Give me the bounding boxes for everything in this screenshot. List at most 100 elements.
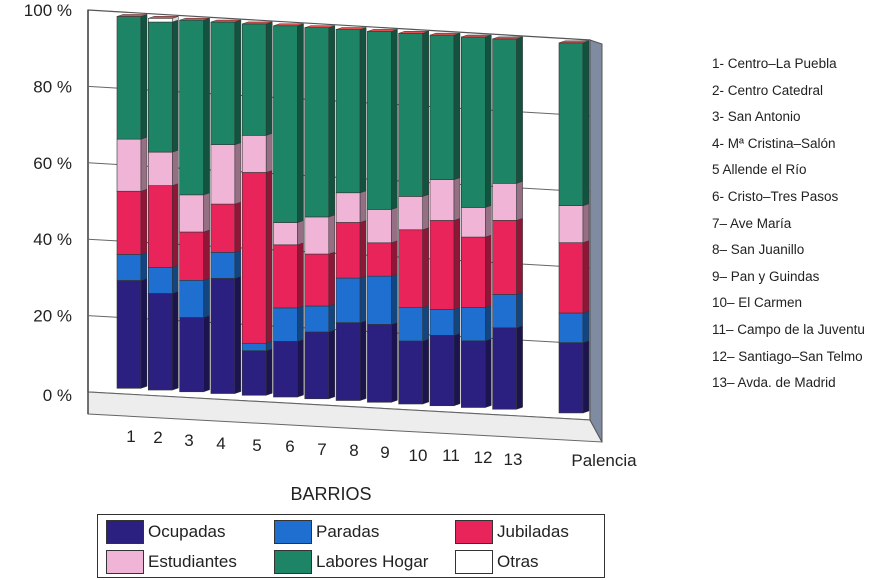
bar-top-cap <box>273 23 304 27</box>
bar-segment-side <box>391 29 398 210</box>
x-tick-label: Palencia <box>571 451 637 470</box>
y-axis-ticks: 0 % 20 % 40 % 60 % 80 % 100 % <box>24 1 72 405</box>
bar-segment-side <box>582 240 590 314</box>
bar-segment <box>429 220 455 310</box>
bar-segment-side <box>391 207 398 244</box>
bar-segment <box>492 220 517 295</box>
bar-segment <box>116 280 142 389</box>
bar-top-cap <box>492 36 523 40</box>
bar-segment-side <box>582 310 590 343</box>
bar-segment <box>367 242 392 277</box>
bar-group-2 <box>148 15 179 391</box>
legend-item: Paradas <box>274 519 379 545</box>
bar-group-12 <box>460 34 492 408</box>
bar-segment <box>558 205 584 244</box>
bar-segment <box>148 293 173 391</box>
bar-segment <box>241 23 267 136</box>
bar-segment-side <box>453 307 461 336</box>
bar-segment-side <box>391 273 398 325</box>
bar-segment <box>335 322 361 401</box>
bar-segment <box>241 350 267 396</box>
bar-top-cap <box>304 25 335 28</box>
bar-segment-side <box>297 220 304 246</box>
bar-segment-side <box>328 303 336 333</box>
bar-segment <box>335 192 361 223</box>
bar-segment-side <box>582 203 590 244</box>
bar-segment-side <box>485 34 492 208</box>
bar-segment <box>367 275 392 325</box>
bar-segment-side <box>422 194 429 231</box>
barrio-key-item: 1- Centro–La Puebla <box>712 56 837 71</box>
bar-group-5 <box>241 21 273 396</box>
bar-segment-side <box>453 218 461 310</box>
bar-segment <box>398 32 424 197</box>
bar-segment <box>398 307 424 342</box>
chart-right-wall <box>589 39 603 443</box>
x-tick-label: 5 <box>252 436 261 455</box>
x-tick-label: 1 <box>126 427 135 446</box>
bar-segment <box>210 252 236 279</box>
bar-group-7 <box>304 25 336 400</box>
bar-segment <box>210 21 236 145</box>
x-axis-ticks: 1 2 3 4 5 6 7 8 9 10 11 12 13 Palencia <box>126 427 637 470</box>
bar-top-cap <box>461 34 492 38</box>
bar-segment-side <box>422 338 429 405</box>
bar-segment-side <box>453 332 461 407</box>
bar-segment <box>116 254 142 281</box>
bar-segment <box>116 138 142 192</box>
x-tick-label: 8 <box>349 441 358 460</box>
bar-segment <box>116 16 142 140</box>
bar-segment-side <box>203 277 210 318</box>
y-tick-label: 0 % <box>43 386 72 405</box>
bar-segment <box>460 36 486 208</box>
x-tick-label: 12 <box>474 448 493 467</box>
bar-segment-side <box>328 251 336 307</box>
bar-segment <box>179 231 204 281</box>
bar-segment-side <box>485 305 492 342</box>
bar-group-3 <box>179 17 210 393</box>
barrio-key-item: 12– Santiago–San Telmo <box>712 348 863 364</box>
bar-group-9 <box>367 29 398 403</box>
legend-swatch <box>274 550 312 574</box>
bar-segment-side <box>234 19 242 145</box>
legend-item: Estudiantes <box>106 549 237 575</box>
barrio-key-item: 6- Cristo–Tres Pasos <box>712 188 839 204</box>
bar-segment <box>179 317 204 393</box>
bar-segment <box>460 307 486 342</box>
bar-segment-side <box>140 188 148 255</box>
bar-segment-side <box>172 19 179 153</box>
legend-swatch <box>106 520 144 544</box>
x-tick-label: 3 <box>184 431 193 450</box>
bar-group-8 <box>335 27 367 401</box>
bar-segment <box>304 331 330 400</box>
legend-label: Jubiladas <box>497 522 569 541</box>
barrio-key-item: 3- San Antonio <box>712 109 801 125</box>
barrio-key-item: 2- Centro Catedral <box>712 82 824 98</box>
bar-segment <box>179 280 204 318</box>
bar-segment <box>241 135 267 173</box>
barrio-key-item: 9– Pan y Guindas <box>712 268 820 284</box>
bar-segment-side <box>359 320 367 401</box>
bar-segment <box>148 151 173 186</box>
bar-segment-side <box>297 242 304 309</box>
y-tick-label: 20 % <box>33 307 72 326</box>
bar-top-cap <box>336 27 367 30</box>
bar-segment-side <box>234 250 242 279</box>
bar-group-11 <box>429 32 461 407</box>
bar-segment <box>304 27 330 218</box>
bar-segment <box>558 242 584 314</box>
barrio-key-item: 7– Ave María <box>712 215 792 231</box>
bar-segment <box>273 307 298 342</box>
bar-segment <box>273 341 298 398</box>
bar-segment-side <box>422 30 429 197</box>
bar-segment-side <box>297 338 304 398</box>
barrio-key-list: 1- Centro–La Puebla 2- Centro Catedral 3- … <box>712 51 893 397</box>
bar-segment <box>335 277 361 323</box>
bar-segment <box>210 203 236 253</box>
bar-segment <box>179 19 204 196</box>
legend-item: Jubiladas <box>455 519 569 545</box>
barrio-key-item: 4- Mª Cristina–Salón <box>712 135 836 151</box>
legend-swatch <box>106 550 144 574</box>
bar-group-13 <box>492 36 523 410</box>
bar-segment <box>558 342 584 414</box>
